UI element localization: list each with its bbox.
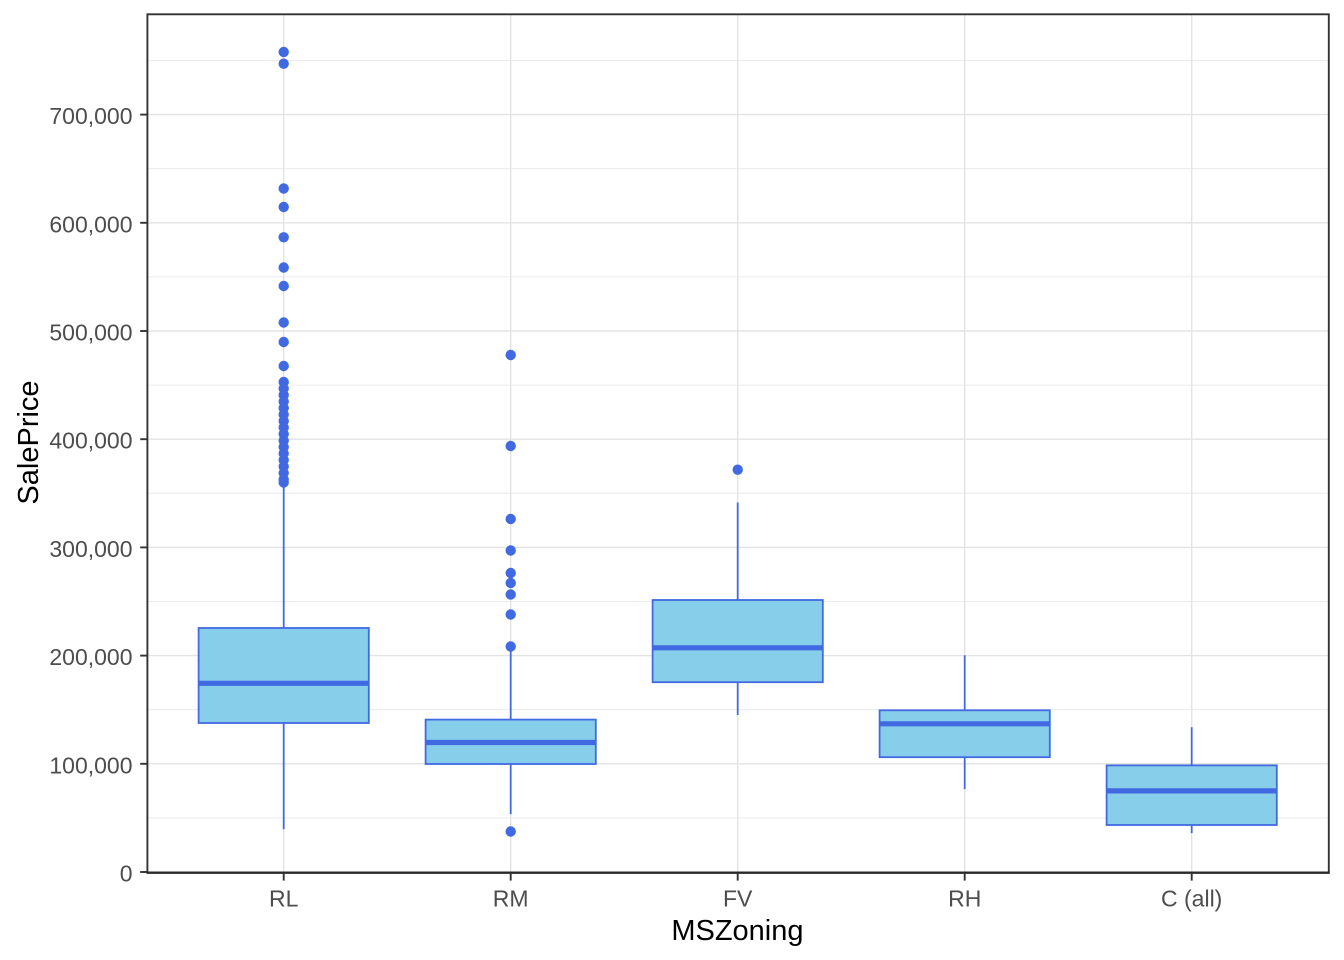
svg-text:400,000: 400,000 xyxy=(49,428,132,454)
svg-text:600,000: 600,000 xyxy=(49,211,132,237)
svg-text:300,000: 300,000 xyxy=(49,536,132,562)
svg-text:700,000: 700,000 xyxy=(49,103,132,129)
svg-text:200,000: 200,000 xyxy=(49,644,132,670)
svg-text:100,000: 100,000 xyxy=(49,752,132,778)
svg-text:500,000: 500,000 xyxy=(49,320,132,346)
svg-text:RM: RM xyxy=(493,886,529,912)
svg-text:FV: FV xyxy=(723,886,753,912)
svg-text:RH: RH xyxy=(948,886,981,912)
svg-text:0: 0 xyxy=(120,861,133,887)
svg-text:SalePrice: SalePrice xyxy=(13,380,45,504)
svg-text:C (all): C (all) xyxy=(1161,886,1222,912)
svg-text:RL: RL xyxy=(269,886,299,912)
svg-text:MSZoning: MSZoning xyxy=(671,915,803,947)
